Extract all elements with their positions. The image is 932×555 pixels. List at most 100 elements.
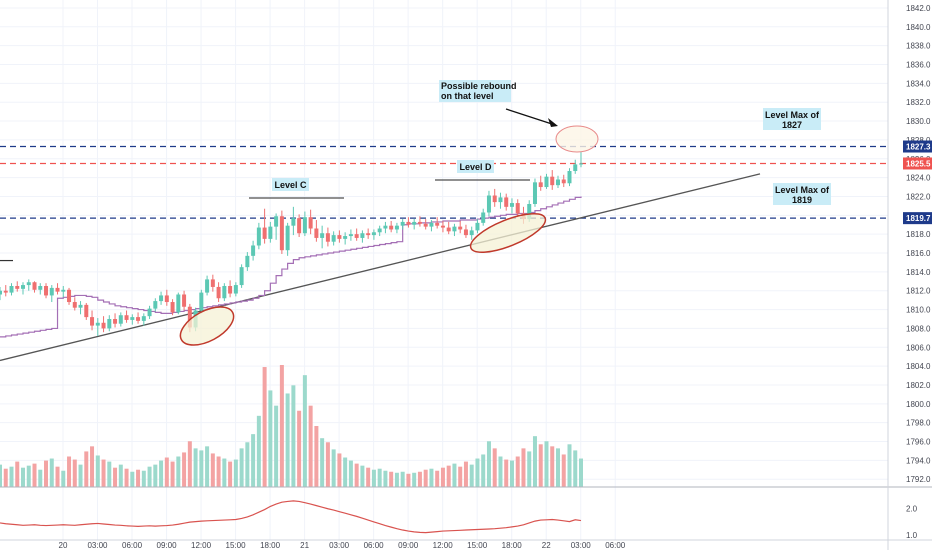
- candle-body: [504, 197, 509, 207]
- volume-bar: [463, 461, 468, 487]
- volume-bar: [136, 469, 141, 487]
- candle-body: [147, 308, 152, 317]
- ellipse-highlight-2: [469, 213, 547, 253]
- volume-bars: [0, 365, 583, 487]
- candle-body: [38, 286, 43, 290]
- volume-bar: [256, 415, 261, 487]
- price-tick-label: 1816.0: [906, 249, 931, 258]
- price-tick-label: 1814.0: [906, 268, 931, 277]
- candle-body: [72, 302, 77, 308]
- volume-bar: [475, 458, 480, 487]
- candle-body: [509, 203, 514, 207]
- volume-bar: [49, 458, 54, 487]
- volume-bar: [199, 450, 204, 487]
- candle-body: [279, 216, 284, 251]
- candle-body: [308, 217, 313, 229]
- candle-body: [159, 295, 164, 302]
- volume-bar: [521, 448, 526, 487]
- candle-body: [274, 216, 279, 227]
- volume-bar: [440, 467, 445, 487]
- price-tick-label: 1822.0: [906, 192, 931, 201]
- price-badge: [903, 157, 932, 170]
- candle-body: [55, 287, 60, 292]
- candle-body: [348, 234, 353, 237]
- price-tick-label: 1828.0: [906, 136, 931, 145]
- candle-body: [394, 225, 399, 230]
- volume-bar: [262, 367, 267, 487]
- candle-body: [170, 302, 175, 313]
- volume-bar: [176, 456, 181, 487]
- candle-body: [124, 315, 129, 320]
- candle-body: [469, 230, 474, 236]
- candle-body: [532, 182, 537, 205]
- volume-bar: [337, 453, 342, 487]
- candle-body: [21, 285, 26, 289]
- oscillator-line: [0, 500, 582, 534]
- volume-bar: [32, 463, 37, 487]
- candle-body: [417, 221, 422, 224]
- candle-body: [302, 217, 307, 234]
- candle-body: [49, 287, 54, 296]
- oscillator-tick-label: 2.0: [906, 505, 918, 514]
- volume-bar: [147, 466, 152, 487]
- price-tick-label: 1832.0: [906, 98, 931, 107]
- volume-bar: [3, 468, 8, 487]
- volume-bar: [61, 470, 66, 487]
- price-tick-label: 1836.0: [906, 61, 931, 70]
- volume-bar: [72, 459, 77, 487]
- volume-bar: [498, 456, 503, 487]
- candle-body: [383, 225, 388, 229]
- volume-bar: [95, 455, 100, 487]
- volume-bar: [550, 446, 555, 487]
- candle-body: [90, 317, 95, 326]
- candle-body: [199, 292, 204, 311]
- candle-body: [256, 227, 261, 246]
- volume-bar: [153, 464, 158, 487]
- price-badge: [903, 140, 932, 153]
- candle-body: [527, 204, 532, 220]
- price-tick-label: 1824.0: [906, 174, 931, 183]
- rebound-label: Possible rebound on that level: [441, 81, 517, 101]
- volume-bar: [291, 385, 296, 487]
- time-tick-label: 12:00: [433, 541, 454, 550]
- candle-body: [153, 301, 158, 309]
- volume-bar: [469, 464, 474, 487]
- candle-body: [251, 245, 256, 256]
- candle-body: [216, 286, 221, 299]
- volume-bar: [532, 436, 537, 487]
- candle-body: [182, 294, 187, 307]
- volume-bar: [67, 456, 72, 487]
- level-max-1827-label: Level Max of 1827: [765, 110, 820, 130]
- volume-bar: [44, 460, 49, 487]
- candle-body: [26, 282, 31, 286]
- volume-bar: [400, 471, 405, 487]
- candle-body: [343, 236, 348, 239]
- price-tick-label: 1840.0: [906, 23, 931, 32]
- level-max-1819-box: [773, 183, 831, 205]
- price-tick-label: 1818.0: [906, 230, 931, 239]
- time-tick-label: 15:00: [226, 541, 247, 550]
- volume-bar: [302, 375, 307, 487]
- candle-body: [371, 232, 376, 236]
- time-tick-label: 20: [59, 541, 68, 550]
- volume-bar: [55, 466, 60, 487]
- volume-bar: [118, 464, 123, 487]
- price-tick-label: 1796.0: [906, 438, 931, 447]
- time-tick-label: 03:00: [571, 541, 592, 550]
- volume-bar: [101, 459, 106, 487]
- level-c-label: Level C: [274, 180, 307, 190]
- volume-bar: [216, 456, 221, 487]
- volume-bar: [15, 461, 20, 487]
- volume-bar: [452, 463, 457, 487]
- volume-bar: [141, 470, 146, 487]
- candle-body: [515, 203, 520, 214]
- rebound-arrow-head: [548, 118, 558, 127]
- candle-body: [423, 223, 428, 227]
- candle-body: [262, 227, 267, 239]
- price-tick-label: 1794.0: [906, 456, 931, 465]
- time-tick-label: 06:00: [122, 541, 143, 550]
- price-tick-label: 1812.0: [906, 287, 931, 296]
- volume-bar: [164, 457, 169, 487]
